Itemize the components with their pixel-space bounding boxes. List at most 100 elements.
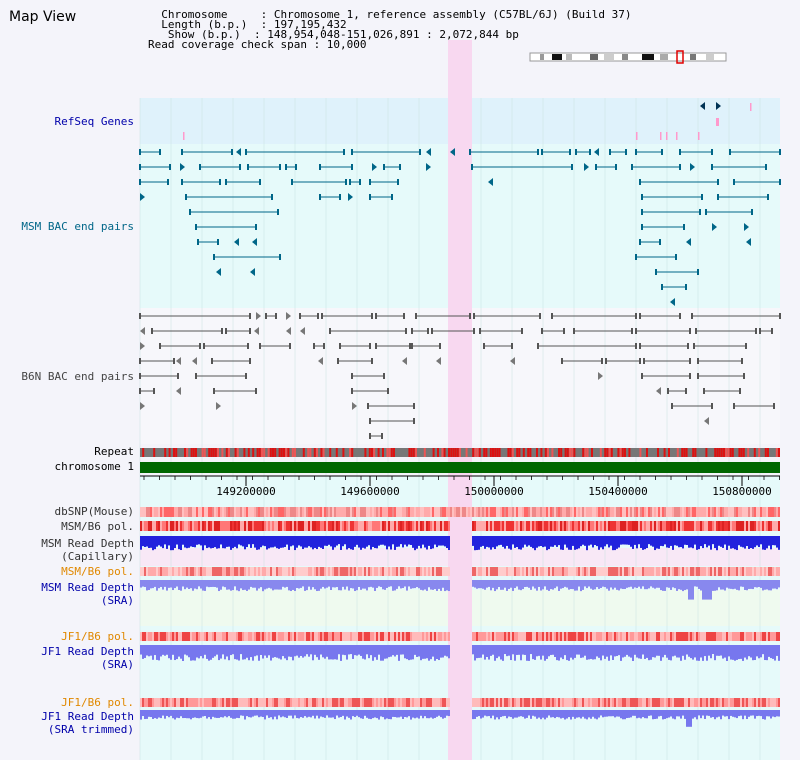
msm-b6-pol-2-cell	[274, 567, 276, 576]
msm-depth-sra-bar	[766, 580, 768, 590]
jf1-depth-sra-bar	[238, 645, 240, 661]
jf1-b6-pol-2-cell	[222, 698, 224, 707]
b6n-bac-label[interactable]: B6N BAC end pairs	[21, 370, 134, 383]
dbsnp-cell	[662, 507, 664, 517]
dbsnp-cell	[438, 507, 440, 517]
jf1-b6-pol-2-cell	[632, 698, 634, 707]
msm-b6-pol-2-cell	[708, 567, 710, 576]
jf1-b6-pol-2-cell	[262, 698, 264, 707]
chromosome-ideogram[interactable]	[529, 50, 727, 64]
msm-b6-pol-cell	[222, 521, 224, 531]
data-tracks[interactable]	[140, 507, 780, 727]
msm-b6-pol-2-cell	[766, 567, 768, 576]
jf1-depth-trimmed-bar	[728, 710, 730, 720]
refseq-genes-track[interactable]	[183, 102, 752, 140]
dbsnp-cell	[224, 507, 226, 517]
msm-b6-pol-cell	[372, 521, 374, 531]
msm-depth-sra-bar	[390, 580, 392, 587]
jf1-b6-pol-2-cell	[418, 698, 420, 707]
b6n-bac-pair-start	[643, 358, 645, 364]
msm-b6-pol-2-cell	[506, 567, 508, 576]
msm-bac-pair-start	[705, 209, 707, 215]
msm-bac-end-pairs-track[interactable]	[139, 148, 781, 306]
repeat-element	[164, 448, 167, 457]
highlight-region[interactable]	[448, 40, 472, 760]
msm-b6-pol-2-cell	[684, 567, 686, 576]
msm-b6-pol-cell	[228, 521, 230, 531]
msm-bac-pair-end	[279, 164, 281, 170]
msm-depth-capillary-bar	[270, 536, 272, 548]
jf1-b6-pol-2-cell	[492, 698, 494, 707]
repeat-element	[382, 448, 384, 457]
jf1-b6-pol-2-cell	[386, 698, 388, 707]
chromosome-bar[interactable]	[140, 462, 780, 473]
jf1-b6-pol-2-cell	[352, 698, 354, 707]
dbsnp-cell	[646, 507, 648, 517]
jf1-depth-sra-bar	[680, 645, 682, 661]
jf1-depth-sra-bar	[584, 645, 586, 656]
jf1-depth-sra-bar	[574, 645, 576, 658]
msm-depth-sra-bar	[574, 580, 576, 591]
jf1-depth-sra-bar	[250, 645, 252, 658]
jf1-b6-pol-cell	[662, 632, 664, 641]
jf1-depth-trimmed-bar	[708, 710, 710, 716]
msm-b6-pol-cell	[398, 521, 400, 531]
dbsnp-cell	[268, 507, 270, 517]
msm-b6-pol-cell	[408, 521, 410, 531]
msm-depth-sra-bar	[330, 580, 332, 590]
jf1-depth-sra-bar	[442, 645, 444, 658]
msm-b6-pol-cell	[706, 521, 708, 531]
msm-depth-sra-bar	[548, 580, 550, 591]
msm-b6-pol-2-cell	[200, 567, 202, 576]
msm-b6-pol-2-cell	[374, 567, 376, 576]
msm-b6-pol-cell	[406, 521, 408, 531]
msm-depth-capillary-bar	[192, 536, 194, 547]
msm-depth-capillary-bar	[380, 536, 382, 545]
jf1-b6-pol-cell	[230, 632, 232, 641]
msm-depth-sra-bar	[732, 580, 734, 590]
msm-b6-pol-2-cell	[628, 567, 630, 576]
jf1-b6-pol-2-cell	[146, 698, 148, 707]
jf1-b6-pol-cell	[366, 632, 368, 641]
msm-b6-pol-cell	[702, 521, 704, 531]
msm-depth-sra-bar	[486, 580, 488, 588]
jf1-depth-trimmed-bar	[564, 710, 566, 720]
refseq-genes-label[interactable]: RefSeq Genes	[54, 115, 134, 128]
dbsnp-cell	[664, 507, 666, 517]
b6n-bac-arrow	[510, 357, 515, 365]
repeat-element	[386, 448, 389, 457]
jf1-depth-trimmed-bar	[514, 710, 516, 718]
msm-depth-sra-bar	[440, 580, 442, 591]
jf1-b6-pol-2-cell	[746, 698, 748, 707]
jf1-depth-sra-bar	[384, 645, 386, 659]
jf1-b6-pol-cell	[586, 632, 588, 641]
msm-depth-sra-bar	[494, 580, 496, 592]
msm-depth-capillary-bar	[620, 536, 622, 545]
b6n-bac-arrow	[286, 327, 291, 335]
msm-depth-capillary-bar	[506, 536, 508, 546]
repeat-element	[287, 448, 290, 457]
msm-b6-pol-cell	[656, 521, 658, 531]
msm-depth-capillary-bar	[196, 536, 198, 545]
jf1-depth-sra-bar	[618, 645, 620, 656]
msm-bac-pair-end	[343, 149, 345, 155]
jf1-depth-trimmed-bar	[720, 710, 722, 720]
msm-depth-capillary-bar	[512, 536, 514, 545]
b6n-bac-end-pairs-track[interactable]	[139, 312, 781, 454]
jf1-depth-trimmed-bar	[546, 710, 548, 718]
jf1-depth-sra-bar	[438, 645, 440, 661]
dbsnp-cell	[290, 507, 292, 517]
msm-depth-capillary-bar	[540, 536, 542, 547]
jf1-b6-pol-cell	[664, 632, 666, 641]
jf1-depth-trimmed-bar	[486, 710, 488, 717]
jf1-b6-pol-cell	[438, 632, 440, 641]
jf1-depth-trimmed-bar	[188, 710, 190, 719]
jf1-depth-trimmed-bar	[684, 710, 686, 719]
jf1-depth-trimmed-bar	[288, 710, 290, 716]
repeat-track[interactable]	[140, 448, 780, 457]
msm-b6-pol-2-cell	[146, 567, 148, 576]
jf1-b6-pol-cell	[294, 632, 296, 641]
msm-bac-label[interactable]: MSM BAC end pairs	[21, 220, 134, 233]
b6n-bac-pair-end	[289, 343, 291, 349]
